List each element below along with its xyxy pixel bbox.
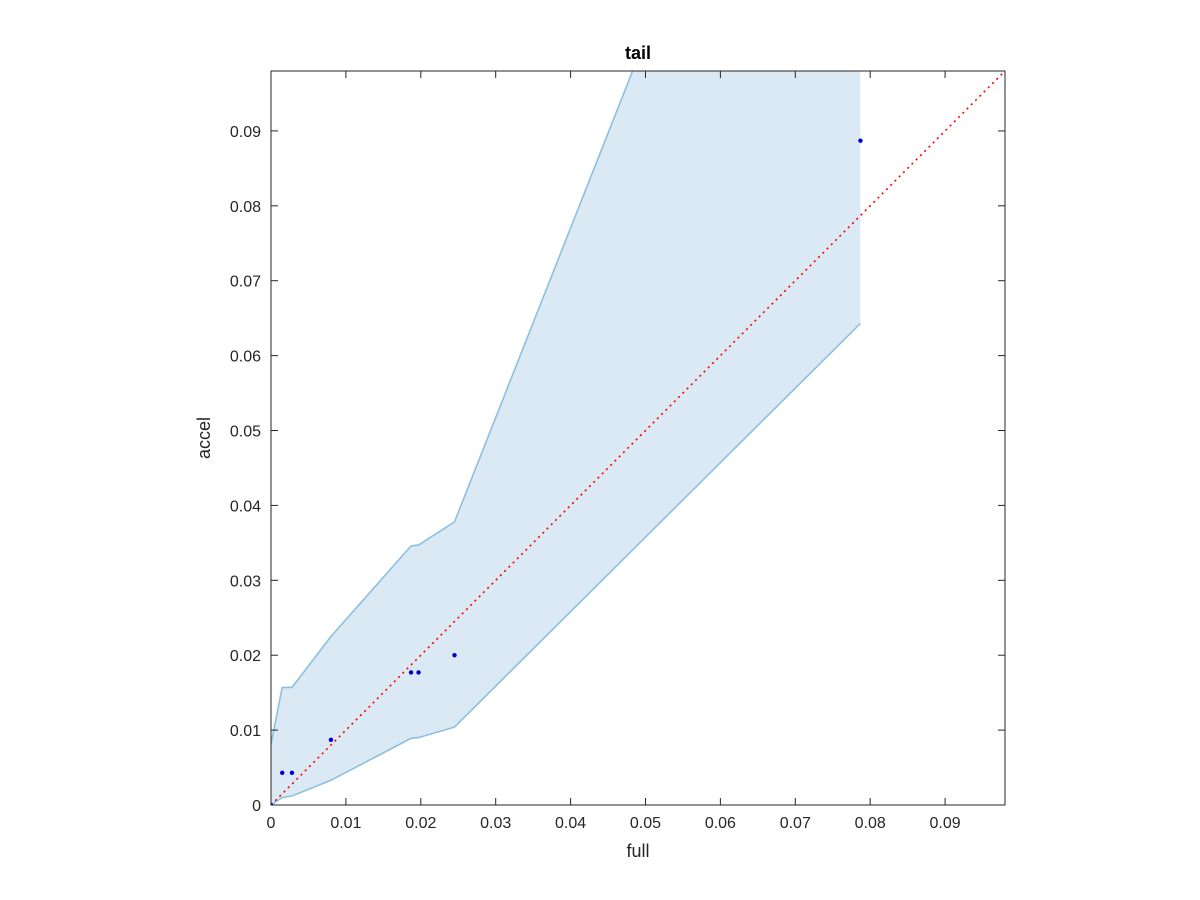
plot-area <box>271 71 1005 805</box>
band-lower-edge <box>271 322 861 805</box>
data-point <box>289 770 295 775</box>
y-tick-label: 0.01 <box>230 723 261 740</box>
axis-ticks: 0 0.01 0.02 0.03 0.04 0.05 0.06 0.07 0.08 0.09 0 0.… <box>230 71 1005 832</box>
y-tick-label: 0.04 <box>230 498 261 515</box>
data-point <box>280 770 285 775</box>
reference-line <box>271 71 1005 805</box>
axes-box <box>270 70 1006 806</box>
band-upper-edge <box>271 71 634 745</box>
data-point <box>328 737 334 743</box>
confidence-band <box>271 71 861 805</box>
chart-title: tail <box>625 43 651 63</box>
y-tick-label: 0.09 <box>230 124 261 141</box>
x-tick-label: 0 <box>267 815 276 832</box>
y-tick-label: 0.02 <box>230 648 261 665</box>
y-tick-label: 0 <box>252 798 261 815</box>
data-point <box>858 138 863 143</box>
data-point <box>416 670 421 675</box>
x-tick-label: 0.08 <box>855 815 886 832</box>
x-tick-label: 0.03 <box>480 815 511 832</box>
x-tick-label: 0.01 <box>330 815 361 832</box>
data-point <box>452 653 457 658</box>
x-tick-label: 0.04 <box>555 815 586 832</box>
y-tick-label: 0.07 <box>230 274 261 291</box>
y-tick-label: 0.06 <box>230 349 261 366</box>
x-tick-label: 0.07 <box>780 815 811 832</box>
y-tick-label: 0.08 <box>230 199 261 216</box>
data-point <box>408 670 414 675</box>
y-tick-label: 0.03 <box>230 573 261 590</box>
x-tick-label: 0.05 <box>630 815 661 832</box>
data-point <box>271 802 274 805</box>
y-axis-label: accel <box>194 417 214 459</box>
x-tick-label: 0.06 <box>705 815 736 832</box>
x-tick-label: 0.02 <box>405 815 436 832</box>
x-axis-label: full <box>626 841 649 861</box>
x-tick-label: 0.09 <box>930 815 961 832</box>
y-tick-label: 0.05 <box>230 424 261 441</box>
